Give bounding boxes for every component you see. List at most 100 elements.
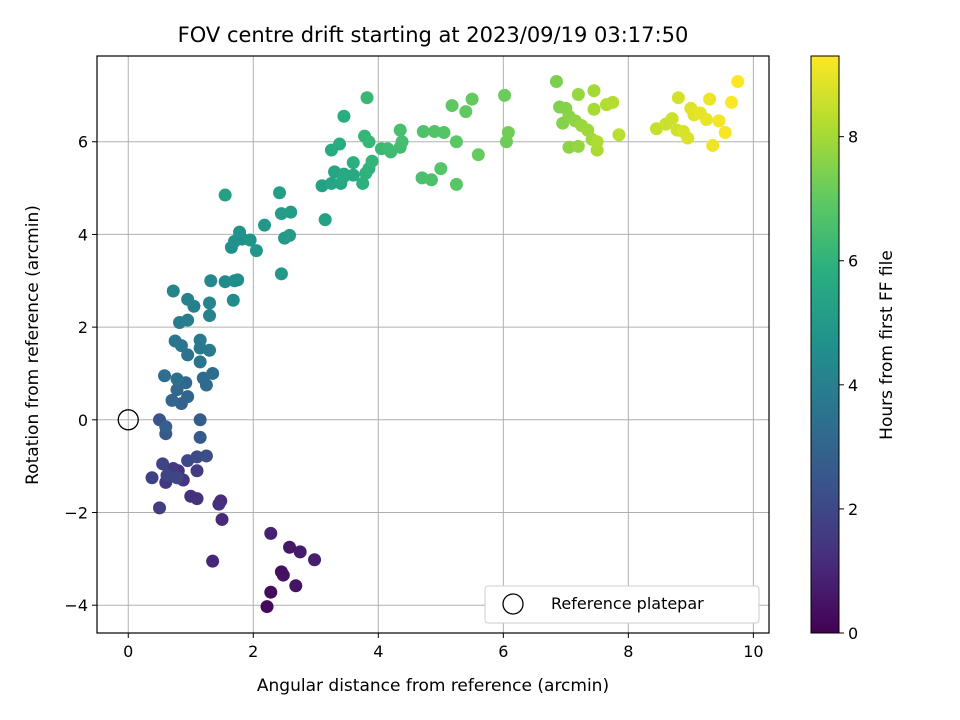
y-tick-label: 6	[78, 133, 88, 152]
data-point	[459, 105, 473, 119]
data-point	[337, 109, 351, 123]
data-point	[665, 112, 679, 126]
x-axis-label: Angular distance from reference (arcmin)	[257, 676, 609, 696]
data-point	[181, 348, 195, 362]
legend-label: Reference platepar	[551, 594, 704, 613]
data-point	[465, 92, 479, 106]
data-point	[356, 176, 370, 190]
data-point	[158, 369, 172, 383]
y-tick-label: 2	[78, 318, 88, 337]
data-point	[346, 156, 360, 170]
data-point	[587, 84, 601, 98]
data-point	[206, 366, 220, 380]
y-axis: −4 −2 0 2 4 6	[64, 133, 97, 615]
colorbar-tick-label: 8	[848, 128, 858, 147]
data-point	[283, 228, 297, 242]
data-point	[571, 139, 585, 153]
data-point	[449, 177, 463, 191]
y-tick-label: −2	[64, 504, 88, 523]
data-point	[445, 99, 459, 113]
data-point	[289, 579, 303, 593]
data-point	[337, 169, 351, 183]
x-axis: 0 2 4 6 8 10	[123, 633, 764, 661]
x-tick-label: 10	[743, 642, 763, 661]
data-point	[203, 296, 217, 310]
colorbar-gradient	[810, 55, 840, 634]
data-point	[168, 334, 182, 348]
data-point	[231, 273, 245, 287]
plot-frame	[96, 55, 770, 634]
points-layer	[117, 74, 745, 614]
data-point	[258, 218, 272, 232]
data-point	[393, 123, 407, 137]
data-point	[276, 568, 290, 582]
data-point	[699, 112, 713, 126]
data-point	[204, 274, 218, 288]
colorbar-tick-label: 0	[848, 624, 858, 643]
data-point	[284, 205, 298, 219]
data-point	[264, 585, 278, 599]
data-point	[703, 92, 717, 106]
data-point	[434, 162, 448, 176]
data-point	[156, 457, 170, 471]
data-point	[226, 293, 240, 307]
data-point	[145, 471, 159, 485]
reference-point	[117, 409, 139, 431]
data-point	[193, 355, 207, 369]
data-point	[318, 213, 332, 227]
y-tick-label: −4	[64, 596, 88, 615]
data-point	[181, 292, 195, 306]
colorbar-tick-label: 4	[848, 376, 858, 395]
data-point	[165, 393, 179, 407]
data-point	[190, 492, 204, 506]
data-point	[218, 188, 232, 202]
data-point	[681, 131, 695, 145]
y-axis-label: Rotation from reference (arcmin)	[23, 205, 43, 485]
data-point	[181, 390, 195, 404]
data-point	[293, 545, 307, 559]
data-point	[283, 540, 297, 554]
data-point	[718, 125, 732, 139]
data-point	[181, 313, 195, 327]
data-point	[424, 173, 438, 187]
data-point	[587, 102, 601, 116]
data-point	[471, 148, 485, 162]
data-point	[249, 244, 263, 258]
data-point	[501, 125, 515, 139]
colorbar-tick-label: 6	[848, 252, 858, 271]
data-point	[395, 135, 409, 149]
data-point	[260, 600, 274, 614]
data-point	[190, 450, 204, 464]
data-point	[731, 74, 745, 88]
data-point	[170, 372, 184, 386]
data-point	[428, 125, 442, 139]
data-point	[712, 114, 726, 128]
data-point	[606, 95, 620, 109]
data-point	[273, 186, 287, 200]
chart-title: FOV centre drift starting at 2023/09/19 …	[178, 23, 689, 47]
y-tick-label: 0	[78, 411, 88, 430]
colorbar-tick-label: 2	[848, 500, 858, 519]
data-point	[264, 526, 278, 540]
data-point	[362, 135, 376, 149]
data-point	[215, 512, 229, 526]
data-point	[449, 135, 463, 149]
legend-box	[484, 585, 760, 624]
data-point	[153, 501, 167, 515]
data-point	[159, 420, 173, 434]
x-tick-label: 2	[248, 642, 258, 661]
data-point	[671, 91, 685, 105]
data-point	[724, 95, 738, 109]
data-point	[203, 309, 217, 323]
data-point	[562, 140, 576, 154]
data-point	[199, 449, 213, 463]
data-point	[498, 88, 512, 102]
data-point	[274, 267, 288, 281]
x-tick-label: 8	[623, 642, 633, 661]
data-point	[365, 154, 379, 168]
data-point	[193, 430, 207, 444]
data-point	[203, 343, 217, 357]
data-point	[170, 383, 184, 397]
colorbar-label: Hours from first FF file	[877, 250, 897, 440]
